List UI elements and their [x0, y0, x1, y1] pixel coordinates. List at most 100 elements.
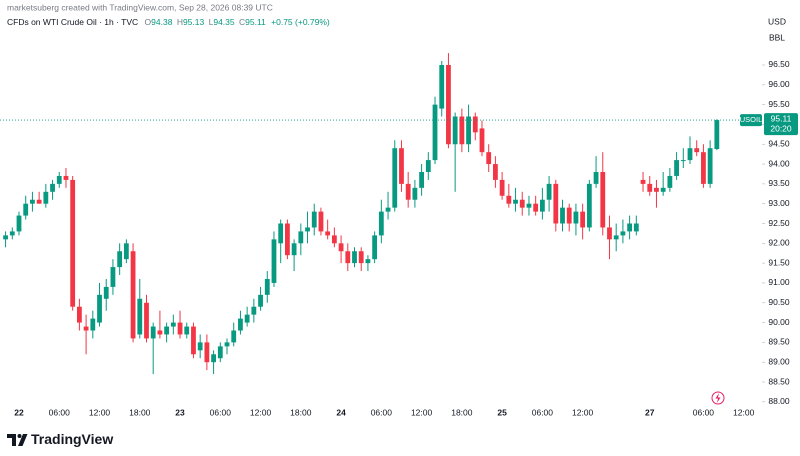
- symbol-tag: [740, 114, 762, 127]
- candle-body: [117, 251, 123, 268]
- x-tick-label: 06:00: [693, 407, 715, 417]
- y-tick-label: 90.50: [768, 297, 790, 307]
- x-tick-label: 12:00: [733, 407, 755, 417]
- candle-body: [43, 191, 49, 204]
- candle-body: [331, 235, 337, 244]
- ohlc-value: 95.11: [245, 17, 266, 27]
- candle-body: [446, 64, 451, 145]
- candle-body: [452, 116, 458, 145]
- candle-body: [674, 160, 679, 176]
- candle-body: [23, 203, 29, 216]
- candle-body: [385, 207, 391, 212]
- candle-body: [506, 195, 512, 204]
- y-tick-label: 90.00: [768, 317, 790, 327]
- candle-body: [412, 187, 418, 200]
- candle-body: [285, 223, 290, 256]
- x-tick-label: 18:00: [129, 407, 151, 417]
- candle-body: [472, 116, 478, 133]
- candle-body: [600, 171, 606, 228]
- x-tick-label: 06:00: [532, 407, 554, 417]
- candle-body: [680, 160, 686, 162]
- candle-body: [392, 148, 398, 208]
- candle-body: [103, 286, 109, 299]
- candle-body: [211, 354, 216, 363]
- unit-label: USD: [768, 16, 786, 26]
- candle-body: [593, 171, 599, 184]
- candle-body: [264, 278, 270, 295]
- x-tick-label: 18:00: [290, 407, 312, 417]
- candle-body: [144, 302, 149, 339]
- alert-icon[interactable]: [711, 391, 725, 405]
- candle-body: [3, 235, 8, 240]
- x-tick-label: 12:00: [250, 407, 272, 417]
- y-tick-label: 96.00: [768, 79, 790, 89]
- ohlc-label: H: [177, 17, 183, 27]
- candle-body: [707, 148, 713, 184]
- candle-body: [184, 326, 190, 335]
- brand-name: TradingView: [31, 431, 113, 447]
- candle-body: [70, 179, 76, 307]
- price-tag: [764, 113, 798, 136]
- candle-body: [372, 235, 378, 260]
- x-tick-label: 22: [14, 407, 24, 417]
- candle-body: [647, 183, 653, 192]
- candle-body: [419, 171, 424, 188]
- candle-body: [224, 342, 230, 347]
- y-tick-label: 91.00: [768, 277, 790, 287]
- candle-body: [191, 326, 196, 355]
- candle-body: [298, 231, 304, 244]
- candle-body: [519, 199, 525, 208]
- x-tick-label: 25: [497, 407, 507, 417]
- y-tick-label: 93.50: [768, 178, 790, 188]
- candle-body: [231, 330, 237, 343]
- candle-body: [499, 179, 505, 196]
- candle-body: [56, 175, 62, 184]
- x-tick-label: 24: [336, 407, 346, 417]
- candle-body: [627, 223, 633, 232]
- candle-body: [217, 346, 223, 359]
- unit-label: BBL: [769, 32, 785, 42]
- candle-body: [439, 64, 445, 109]
- candle-body: [197, 342, 203, 351]
- y-tick-label: 92.00: [768, 238, 790, 248]
- candle-body: [633, 223, 639, 232]
- candle-body: [365, 259, 371, 264]
- candle-body: [271, 239, 277, 283]
- candle-body: [654, 187, 659, 192]
- candle-body: [358, 251, 364, 264]
- price-tag-countdown: 20:20: [770, 123, 792, 133]
- candle-body: [560, 207, 565, 224]
- candle-body: [580, 211, 586, 228]
- price-tag-value: 95.11: [771, 113, 792, 123]
- y-tick-label: 92.50: [768, 218, 790, 228]
- candle-body: [305, 227, 310, 232]
- candle-body: [157, 330, 163, 335]
- y-tick-label: 88.50: [768, 376, 790, 386]
- x-tick-label: 12:00: [572, 407, 594, 417]
- candle-body: [701, 152, 706, 184]
- ohlc-label: C: [239, 17, 245, 27]
- candle-body: [539, 199, 545, 212]
- ohlc-value: 94.35: [213, 17, 235, 27]
- candle-body: [352, 251, 357, 264]
- candle-body: [573, 211, 579, 224]
- candle-body: [607, 227, 612, 240]
- candle-body: [164, 326, 170, 335]
- candle-body: [566, 207, 572, 224]
- candle-body: [50, 183, 55, 192]
- candle-body: [553, 183, 559, 224]
- candle-body: [123, 243, 129, 260]
- candle-body: [486, 152, 492, 165]
- candle-body: [311, 211, 317, 228]
- candle-body: [513, 199, 518, 204]
- alert-bolt[interactable]: [715, 393, 721, 403]
- candle-body: [526, 203, 532, 208]
- candle-body: [318, 211, 324, 232]
- candle-body: [9, 231, 15, 236]
- candle-body: [258, 294, 263, 307]
- candle-body: [251, 306, 257, 315]
- ohlc-label: O: [145, 17, 152, 27]
